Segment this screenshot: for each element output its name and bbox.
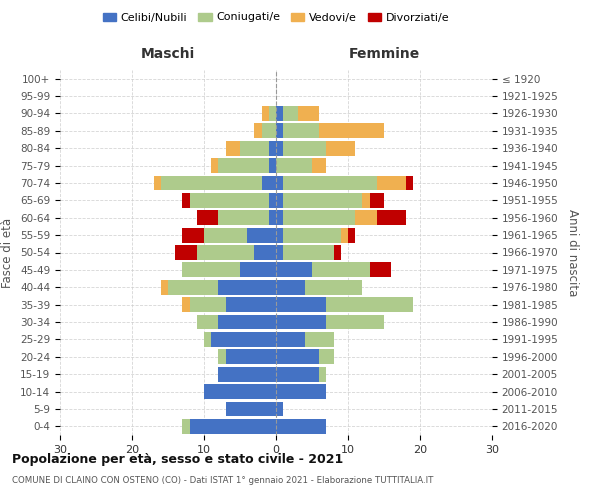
Bar: [211, 332, 276, 347]
Bar: [269, 158, 276, 173]
Bar: [276, 314, 326, 330]
Bar: [305, 332, 334, 347]
Bar: [406, 176, 413, 190]
Bar: [175, 245, 197, 260]
Bar: [269, 210, 276, 225]
Bar: [370, 262, 391, 278]
Bar: [276, 124, 283, 138]
Bar: [218, 367, 276, 382]
Bar: [276, 193, 283, 208]
Bar: [190, 419, 276, 434]
Bar: [182, 228, 204, 242]
Bar: [182, 419, 190, 434]
Text: Femmine: Femmine: [349, 48, 419, 62]
Bar: [362, 193, 370, 208]
Bar: [348, 228, 355, 242]
Bar: [276, 298, 326, 312]
Bar: [182, 262, 240, 278]
Bar: [190, 298, 226, 312]
Bar: [276, 106, 283, 121]
Text: COMUNE DI CLAINO CON OSTENO (CO) - Dati ISTAT 1° gennaio 2021 - Elaborazione TUT: COMUNE DI CLAINO CON OSTENO (CO) - Dati …: [12, 476, 433, 485]
Bar: [182, 298, 190, 312]
Bar: [283, 228, 341, 242]
Bar: [247, 228, 276, 242]
Bar: [218, 350, 226, 364]
Bar: [269, 141, 276, 156]
Bar: [269, 106, 276, 121]
Bar: [276, 332, 305, 347]
Bar: [276, 280, 305, 294]
Bar: [262, 176, 276, 190]
Bar: [262, 124, 276, 138]
Bar: [276, 367, 319, 382]
Bar: [276, 384, 326, 399]
Bar: [211, 158, 218, 173]
Bar: [283, 106, 298, 121]
Bar: [377, 210, 406, 225]
Bar: [319, 124, 384, 138]
Bar: [226, 298, 276, 312]
Bar: [168, 280, 218, 294]
Bar: [334, 245, 341, 260]
Bar: [218, 314, 276, 330]
Bar: [276, 228, 283, 242]
Bar: [276, 158, 312, 173]
Bar: [262, 106, 269, 121]
Bar: [276, 176, 283, 190]
Bar: [190, 193, 269, 208]
Bar: [377, 176, 406, 190]
Bar: [283, 124, 319, 138]
Bar: [240, 262, 276, 278]
Bar: [204, 332, 211, 347]
Bar: [283, 193, 362, 208]
Bar: [326, 141, 355, 156]
Bar: [276, 245, 283, 260]
Bar: [283, 245, 334, 260]
Bar: [319, 350, 334, 364]
Bar: [226, 402, 276, 416]
Bar: [312, 158, 326, 173]
Bar: [226, 350, 276, 364]
Bar: [370, 193, 384, 208]
Bar: [197, 245, 254, 260]
Bar: [154, 176, 161, 190]
Bar: [283, 141, 326, 156]
Legend: Celibi/Nubili, Coniugati/e, Vedovi/e, Divorziati/e: Celibi/Nubili, Coniugati/e, Vedovi/e, Di…: [98, 8, 454, 27]
Bar: [218, 210, 269, 225]
Y-axis label: Fasce di età: Fasce di età: [1, 218, 14, 288]
Bar: [326, 298, 413, 312]
Bar: [276, 419, 326, 434]
Bar: [204, 228, 247, 242]
Bar: [276, 262, 312, 278]
Bar: [218, 158, 269, 173]
Bar: [197, 314, 218, 330]
Bar: [298, 106, 319, 121]
Bar: [305, 280, 362, 294]
Bar: [276, 141, 283, 156]
Bar: [276, 350, 319, 364]
Bar: [276, 210, 283, 225]
Bar: [283, 210, 355, 225]
Bar: [240, 141, 269, 156]
Bar: [161, 176, 262, 190]
Bar: [283, 176, 377, 190]
Bar: [355, 210, 377, 225]
Bar: [319, 367, 326, 382]
Bar: [161, 280, 168, 294]
Bar: [197, 210, 218, 225]
Bar: [312, 262, 370, 278]
Bar: [218, 280, 276, 294]
Bar: [226, 141, 240, 156]
Bar: [341, 228, 348, 242]
Bar: [269, 193, 276, 208]
Bar: [254, 245, 276, 260]
Text: Maschi: Maschi: [141, 48, 195, 62]
Bar: [276, 402, 283, 416]
Y-axis label: Anni di nascita: Anni di nascita: [566, 209, 580, 296]
Text: Popolazione per età, sesso e stato civile - 2021: Popolazione per età, sesso e stato civil…: [12, 452, 343, 466]
Bar: [254, 124, 262, 138]
Bar: [204, 384, 276, 399]
Bar: [182, 193, 190, 208]
Bar: [326, 314, 384, 330]
